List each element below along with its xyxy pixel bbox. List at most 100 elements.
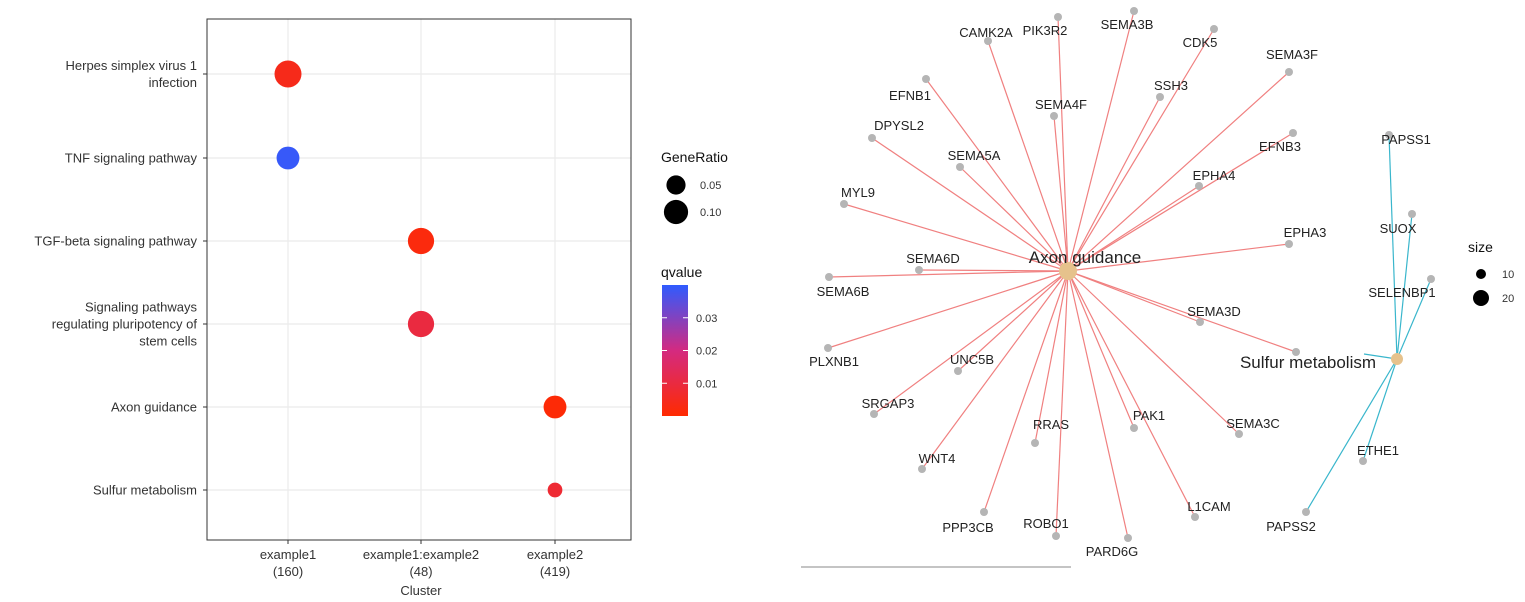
gene-label-unc5b: UNC5B (950, 352, 994, 367)
term-label-2: TGF-beta signaling pathway (34, 234, 197, 249)
term-label-5: Sulfur metabolism (93, 483, 197, 498)
gene-node-rras (1031, 439, 1039, 447)
gene-node-suox (1408, 210, 1416, 218)
edge-axon-dpysl2 (871, 137, 1069, 272)
edge-axon-unc5b (957, 270, 1069, 372)
gene-node-papss2 (1302, 508, 1310, 516)
dotplot-points (274, 60, 567, 498)
network-gene-nodes: CAMK2A PIK3R2 SEMA3B CDK5 SEMA3F SSH3 EFNB1 SEM… (809, 7, 1436, 559)
dotplot-x-axis-title: Cluster (400, 583, 442, 598)
term-label-line: stem cells (139, 334, 197, 349)
gene-node-efnb3 (1289, 129, 1297, 137)
gene-node-camk2a (984, 37, 992, 45)
edge-sulfur-papss2 (1305, 358, 1398, 513)
gene-label-sema6b: SEMA6B (817, 284, 870, 299)
gene-node-sema6d (915, 266, 923, 274)
category-label-sulfur-metabolism: Sulfur metabolism (1240, 353, 1376, 372)
gene-node-epha4 (1195, 182, 1203, 190)
term-label-0: Herpes simplex virus 1 infection (66, 58, 198, 90)
dotplot-term-labels: Herpes simplex virus 1 infection TNF signa… (34, 58, 197, 498)
generatio-legend-dot-0 (666, 175, 686, 195)
edge-axon-rras (1034, 270, 1069, 444)
gene-label-l1cam: L1CAM (1187, 499, 1230, 514)
generatio-legend-label-1: 0.10 (700, 207, 721, 219)
gene-node-efnb1 (922, 75, 930, 83)
term-label-3: Signaling pathways regulating pluripotenc… (52, 300, 198, 349)
gene-label-sema3b: SEMA3B (1101, 17, 1154, 32)
gene-node-epha3 (1285, 240, 1293, 248)
edge-axon-ssh3 (1067, 96, 1161, 272)
edge-axon-epha3 (1067, 243, 1290, 272)
network-size-legend-label-1: 20 (1502, 293, 1514, 305)
gene-label-sema6d: SEMA6D (906, 251, 959, 266)
term-label-4: Axon guidance (111, 400, 197, 415)
dot-herpes-simplex-virus-1-infection (274, 60, 302, 88)
network-size-legend-title: size (1468, 239, 1493, 255)
network-size-legend-label-0: 10 (1502, 269, 1514, 281)
gene-node-sema3f (1285, 68, 1293, 76)
gene-label-papss2: PAPSS2 (1266, 519, 1316, 534)
network-edges (827, 10, 1432, 539)
edge-axon-wnt4 (921, 270, 1069, 470)
gene-concept-network: CAMK2A PIK3R2 SEMA3B CDK5 SEMA3F SSH3 EFNB1 SEM… (801, 7, 1436, 568)
gene-node-sema6b (825, 273, 833, 281)
gene-node-ppp3cb (980, 508, 988, 516)
gene-node-wnt4 (918, 465, 926, 473)
gene-label-sema4f: SEMA4F (1035, 97, 1087, 112)
qvalue-tick-label-0: 0.03 (696, 313, 717, 325)
gene-node-sema3c (1235, 430, 1243, 438)
term-label-line: infection (149, 75, 197, 90)
gene-node-unc5b (954, 367, 962, 375)
gene-node-sema3b (1130, 7, 1138, 15)
edge-axon-efnb1 (925, 78, 1069, 272)
edge-axon-sema4f (1053, 115, 1069, 272)
cluster-count-example2: (419) (540, 564, 570, 579)
cluster-label-example2: example2 (527, 547, 583, 562)
edge-axon-sema3d (1067, 270, 1201, 323)
gene-node-sema3d (1196, 318, 1204, 326)
gene-label-ssh3: SSH3 (1154, 78, 1188, 93)
qvalue-color-legend: qvalue 0.03 0.02 0.01 (661, 264, 717, 416)
term-label-line: Sulfur metabolism (93, 483, 197, 498)
gene-label-dpysl2: DPYSL2 (874, 118, 924, 133)
gene-node-unlabeled (1292, 348, 1300, 356)
edge-axon-efnb3 (1067, 132, 1294, 272)
dotplot-cluster-labels: example1 (160) example1:example2 (48) exampl… (260, 547, 583, 579)
gene-label-papss1: PAPSS1 (1381, 132, 1431, 147)
network-size-legend-dot-1 (1473, 290, 1489, 306)
dot-tnf-signaling-pathway (276, 146, 300, 170)
gene-node-srgap3 (870, 410, 878, 418)
edge-axon-pard6g (1067, 270, 1129, 539)
edge-axon-pik3r2 (1057, 16, 1069, 272)
gene-label-selenbp1: SELENBP1 (1368, 285, 1435, 300)
gene-label-pak1: PAK1 (1133, 408, 1165, 423)
gene-label-ppp3cb: PPP3CB (942, 520, 993, 535)
term-label-line: Signaling pathways (85, 300, 198, 315)
edge-axon-sema5a (959, 166, 1069, 272)
gene-label-rras: RRAS (1033, 417, 1069, 432)
edge-sulfur-ethe1 (1362, 358, 1398, 462)
gene-label-wnt4: WNT4 (919, 451, 956, 466)
gene-node-ssh3 (1156, 93, 1164, 101)
edge-axon-sema3f (1067, 71, 1290, 272)
cluster-count-example1-example2: (48) (409, 564, 432, 579)
generatio-legend-label-0: 0.05 (700, 180, 721, 192)
term-label-1: TNF signaling pathway (65, 151, 198, 166)
gene-label-efnb3: EFNB3 (1259, 139, 1301, 154)
edge-axon-plxnb1 (827, 270, 1069, 349)
dot-tgf-beta-signaling-pathway (407, 227, 435, 255)
network-size-legend-dot-0 (1476, 269, 1486, 279)
gene-node-pik3r2 (1054, 13, 1062, 21)
gene-label-robo1: ROBO1 (1023, 516, 1069, 531)
gene-node-robo1 (1052, 532, 1060, 540)
cluster-label-example1-example2: example1:example2 (363, 547, 479, 562)
qvalue-tick-label-2: 0.01 (696, 378, 717, 390)
qvalue-tick-label-1: 0.02 (696, 346, 717, 358)
dot-signaling-pathways-regulating-pluripotency-of-stem-cells (407, 310, 435, 338)
gene-label-epha4: EPHA4 (1193, 168, 1236, 183)
dot-axon-guidance (543, 395, 567, 419)
term-label-line: Axon guidance (111, 400, 197, 415)
gene-label-pik3r2: PIK3R2 (1023, 23, 1068, 38)
generatio-legend-title: GeneRatio (661, 149, 728, 165)
